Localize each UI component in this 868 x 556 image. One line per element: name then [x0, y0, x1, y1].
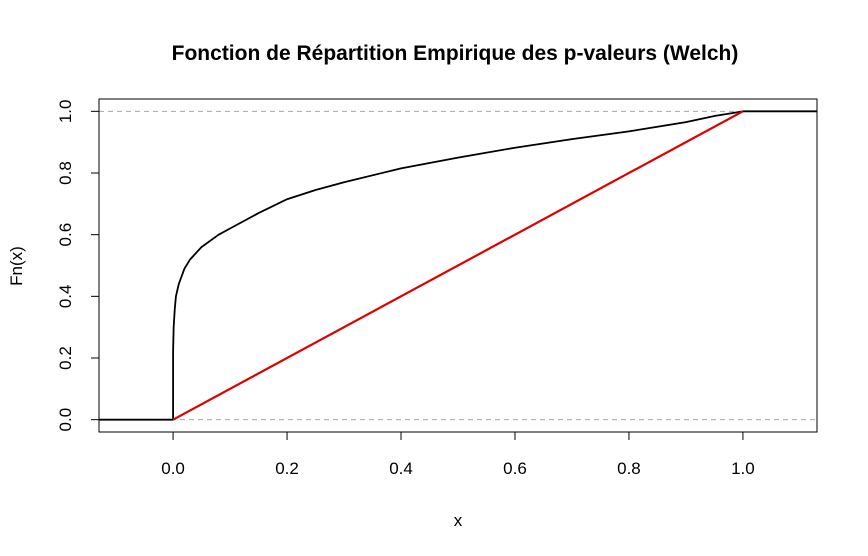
y-axis: 0.0 0.2 0.4 0.6 0.8 1.0: [56, 100, 99, 432]
x-tick-label: 0.4: [389, 459, 413, 478]
x-tick-label: 1.0: [731, 459, 755, 478]
y-tick-label: 0.4: [56, 285, 75, 309]
x-axis-label: x: [454, 511, 463, 530]
y-tick-label: 0.2: [56, 346, 75, 370]
y-tick-label: 0.8: [56, 161, 75, 185]
reference-lines: [99, 110, 817, 421]
chart-title: Fonction de Répartition Empirique des p-…: [172, 42, 739, 65]
x-tick-label: 0.0: [161, 459, 185, 478]
series-layer: [99, 110, 817, 421]
y-tick-label: 0.6: [56, 223, 75, 247]
x-tick-label: 0.6: [503, 459, 527, 478]
series-line-0: [99, 110, 817, 421]
plot-frame: [98, 98, 818, 433]
y-axis-label: Fn(x): [7, 246, 26, 286]
x-tick-label: 0.8: [617, 459, 641, 478]
y-tick-label: 1.0: [56, 100, 75, 124]
x-axis: 0.0 0.2 0.4 0.6 0.8 1.0: [161, 432, 755, 478]
series-line-1: [172, 110, 744, 421]
x-tick-label: 0.2: [275, 459, 299, 478]
y-tick-label: 0.0: [56, 408, 75, 432]
